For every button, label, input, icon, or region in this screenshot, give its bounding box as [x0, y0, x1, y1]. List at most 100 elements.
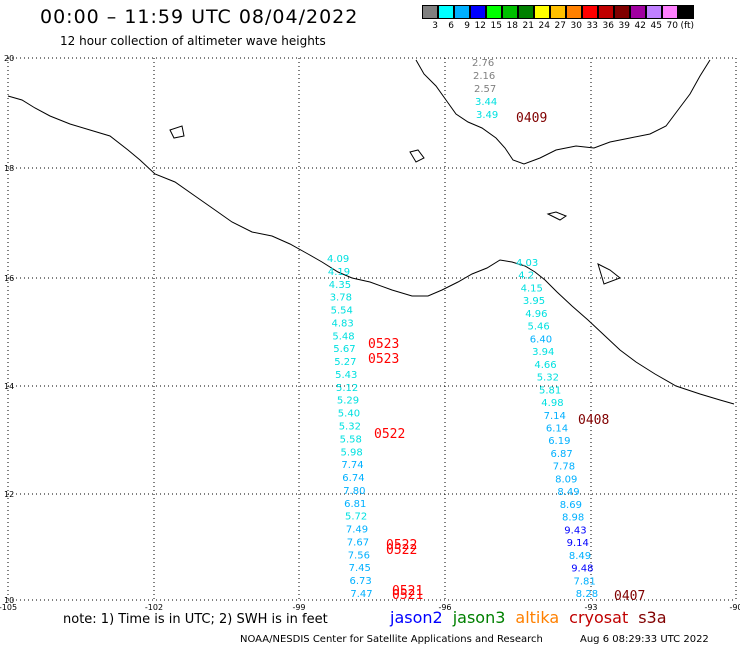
latitude-label: 14	[4, 382, 14, 391]
wave-height-value: 7.81	[574, 576, 596, 587]
wave-height-value: 8.69	[560, 500, 582, 511]
coastline-mexico	[7, 95, 735, 405]
island	[597, 263, 621, 285]
satellite-legend: jason2 jason3 altika cryosat s3a	[390, 608, 677, 627]
wave-height-value: 6.73	[350, 576, 372, 587]
color-scale-label: (ft)	[680, 21, 694, 31]
pass-time-label: 0522	[374, 427, 405, 442]
color-scale-label: 18	[506, 21, 518, 31]
wave-height-value: 7.80	[343, 486, 365, 497]
pass-time-label: 0522	[386, 543, 417, 558]
page-subtitle: 12 hour collection of altimeter wave hei…	[60, 34, 326, 48]
wave-height-value: 5.12	[336, 383, 358, 394]
wave-height-value: 8.49	[557, 487, 579, 498]
wave-height-value: 4.03	[516, 258, 538, 269]
color-scale-label: 12	[474, 21, 486, 31]
color-scale-label: 33	[586, 21, 598, 31]
wave-height-value: 5.40	[338, 409, 360, 420]
color-scale-labels: 3 6 9 12 15 18 21 24 27 30 33 36 39 42 45 70 (ft)	[422, 21, 694, 31]
wave-height-value: 4.19	[328, 267, 350, 278]
color-scale-label: 39	[618, 21, 630, 31]
legend-item-jason3: jason3	[452, 608, 506, 627]
wave-height-value: 4.2	[518, 271, 534, 282]
color-swatch	[582, 5, 598, 19]
color-swatch	[646, 5, 662, 19]
wave-height-value: 4.83	[332, 318, 354, 329]
wave-height-value: 4.66	[534, 360, 556, 371]
color-swatch	[422, 5, 438, 19]
pass-time-label: 0521	[392, 584, 423, 599]
latitude-label: 12	[4, 490, 14, 499]
color-swatch	[502, 5, 518, 19]
wave-height-value: 3.44	[475, 97, 497, 108]
wave-height-value: 5.81	[539, 385, 561, 396]
longitude-labels: -105 -102 -99 -96 -93 -90	[0, 603, 740, 612]
wave-height-value: 8.49	[569, 551, 591, 562]
wave-height-value: 4.96	[525, 309, 547, 320]
pass-time-label: 0523	[368, 352, 399, 367]
wave-height-value: 3.49	[476, 110, 498, 121]
color-scale-label: 70	[666, 21, 678, 31]
wave-height-value: 3.94	[532, 347, 554, 358]
wave-height-value: 7.14	[544, 411, 566, 422]
wave-height-value: 6.19	[548, 436, 570, 447]
wave-height-value: 2.57	[474, 84, 496, 95]
color-scale-label: 9	[464, 21, 470, 31]
wave-height-value: 5.58	[340, 434, 362, 445]
latitude-label: 18	[4, 164, 14, 173]
legend-item-altika: altika	[515, 608, 560, 627]
wave-height-value: 7.74	[341, 460, 363, 471]
wave-height-value: 6.40	[530, 334, 552, 345]
color-scale-label: 21	[522, 21, 534, 31]
wave-height-value: 3.95	[523, 296, 545, 307]
wave-height-value: 4.98	[541, 398, 563, 409]
wave-height-value: 5.46	[528, 322, 550, 333]
island	[546, 211, 568, 221]
color-scale-label: 24	[538, 21, 550, 31]
pass-time-label: 0408	[578, 413, 609, 428]
latitude-label: 10	[4, 596, 14, 605]
wave-height-value: 5.29	[337, 396, 359, 407]
color-scale-label: 36	[602, 21, 614, 31]
wave-height-value: 7.49	[346, 525, 368, 536]
color-swatch	[630, 5, 646, 19]
wave-height-value: 5.67	[333, 344, 355, 355]
coastline	[7, 59, 735, 405]
color-swatch	[470, 5, 486, 19]
island	[169, 125, 185, 139]
latitude-labels: 20 18 16 14 12 10	[4, 54, 14, 605]
island	[409, 149, 425, 163]
wave-height-value: 8.09	[555, 474, 577, 485]
color-scale-label: 30	[570, 21, 582, 31]
footnote: note: 1) Time is in UTC; 2) SWH is in fe…	[63, 612, 328, 627]
wave-height-value: 9.43	[564, 525, 586, 536]
wave-height-value: 6.14	[546, 424, 568, 435]
longitude-label: -96	[438, 603, 451, 612]
wave-height-value: 5.72	[345, 512, 367, 523]
longitude-label: -90	[729, 603, 740, 612]
pass-time-label: 0523	[368, 337, 399, 352]
pass-time-label: 0409	[516, 111, 547, 126]
wave-height-value: 9.14	[567, 538, 589, 549]
wave-height-value: 4.09	[327, 254, 349, 265]
wave-height-value: 7.56	[348, 550, 370, 561]
wave-height-value: 8.28	[576, 589, 598, 600]
wave-height-value: 5.27	[334, 357, 356, 368]
legend-item-cryosat: cryosat	[569, 608, 629, 627]
wave-height-value: 5.43	[335, 370, 357, 381]
pass-time-label: 0407	[614, 589, 645, 604]
wave-height-value: 4.15	[521, 283, 543, 294]
wave-height-value: 7.67	[347, 537, 369, 548]
color-swatch	[486, 5, 502, 19]
latitude-label: 16	[4, 274, 14, 283]
wave-height-value: 5.32	[339, 422, 361, 433]
color-swatch	[518, 5, 534, 19]
color-swatch	[566, 5, 582, 19]
map-grid	[7, 57, 737, 601]
color-scale-swatches	[422, 5, 694, 19]
credit-line: NOAA/NESDIS Center for Satellite Applica…	[240, 634, 543, 645]
pass-time-label: 0521	[392, 588, 423, 603]
legend-item-s3a: s3a	[638, 608, 667, 627]
